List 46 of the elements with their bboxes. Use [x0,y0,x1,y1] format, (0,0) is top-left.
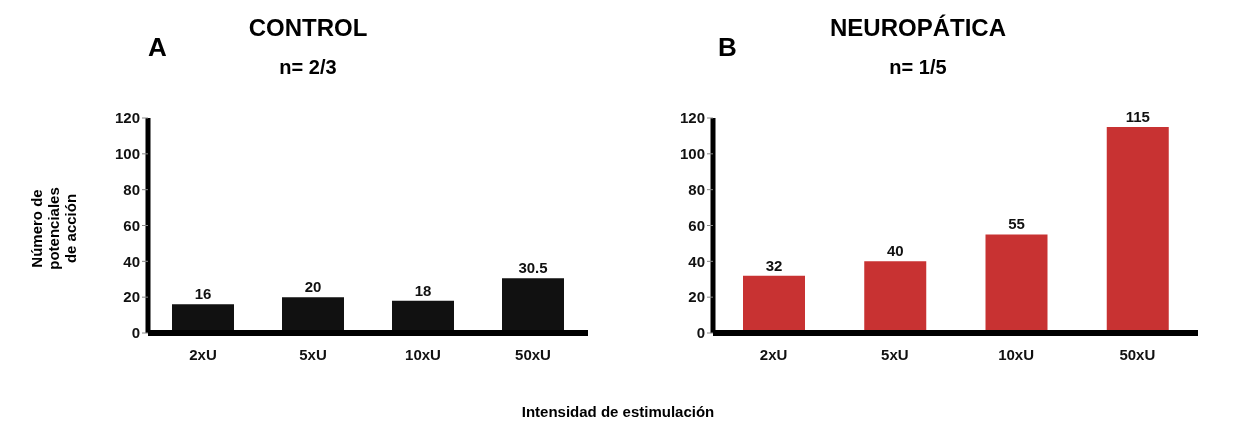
y-tick-label: 60 [688,216,705,234]
x-axis-title: Intensidad de estimulación [520,403,716,420]
bar [1106,126,1169,333]
y-tick-label: 40 [688,252,705,270]
chart-subtitle: n= 1/5 [889,56,947,78]
y-tick-label: 0 [696,324,705,342]
data-label: 55 [1008,215,1025,233]
chart-title: NEUROPÁTICA [829,14,1006,41]
data-label: 40 [886,242,904,260]
bar [985,234,1048,333]
x-tick-label: 50xU [515,345,551,363]
data-label: 16 [194,285,212,303]
y-tick-label: 80 [688,180,705,198]
bar [743,275,805,333]
x-tick-label: 5xU [299,345,327,363]
bar [864,261,927,333]
y-tick-label: 20 [123,288,140,306]
y-tick-label: 20 [688,288,705,306]
x-tick-label: 10xU [998,345,1035,363]
data-label: 20 [304,278,322,296]
data-label: 115 [1125,107,1150,125]
bar [172,304,234,333]
y-tick-label: 100 [114,145,140,163]
y-tick-label: 60 [123,216,140,234]
text: B [718,32,737,63]
x-tick-label: 5xU [881,345,909,363]
y-tick-label: 0 [131,324,140,342]
text: A [148,32,167,63]
data-label: 32 [765,256,783,274]
x-tick-label: 2xU [189,345,217,363]
x-tick-label: 2xU [759,345,788,363]
y-tick-label: 80 [123,180,140,198]
data-label: 30.5 [518,259,548,277]
x-tick-label: 10xU [405,345,441,363]
chart-title: CONTROL [248,14,368,41]
chart-subtitle: n= 2/3 [279,56,337,78]
y-axis-title: Número de potenciales de acción [27,185,79,272]
y-tick-label: 40 [123,252,140,270]
y-tick-label: 120 [679,109,705,127]
bar [392,300,454,333]
data-label: 18 [414,281,432,299]
bar [282,297,344,333]
y-tick-label: 120 [114,109,140,127]
y-tick-label: 100 [679,145,705,163]
bar [502,278,564,333]
x-tick-label: 50xU [1119,345,1156,363]
